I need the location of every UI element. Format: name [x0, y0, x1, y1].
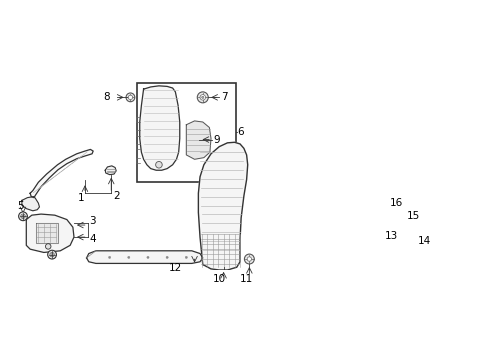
- Circle shape: [247, 257, 251, 261]
- Polygon shape: [87, 251, 203, 264]
- Polygon shape: [140, 86, 180, 170]
- Circle shape: [22, 215, 24, 217]
- Circle shape: [156, 162, 162, 168]
- Text: 15: 15: [407, 211, 420, 221]
- Circle shape: [166, 256, 168, 258]
- Polygon shape: [105, 166, 116, 175]
- Text: 13: 13: [385, 231, 398, 241]
- Circle shape: [126, 93, 135, 102]
- Circle shape: [48, 250, 56, 259]
- Circle shape: [404, 239, 408, 243]
- Text: 8: 8: [103, 93, 110, 102]
- Text: 2: 2: [113, 191, 120, 201]
- Text: 10: 10: [213, 274, 226, 284]
- Circle shape: [185, 256, 188, 258]
- Circle shape: [245, 254, 254, 264]
- Text: 14: 14: [417, 237, 431, 247]
- Polygon shape: [198, 142, 248, 270]
- Circle shape: [128, 95, 133, 100]
- Text: 7: 7: [221, 93, 227, 102]
- Polygon shape: [26, 214, 74, 252]
- Circle shape: [369, 199, 376, 207]
- Text: 16: 16: [390, 198, 403, 208]
- Polygon shape: [22, 197, 40, 211]
- Circle shape: [147, 256, 149, 258]
- Circle shape: [51, 253, 53, 256]
- Polygon shape: [36, 224, 57, 243]
- Circle shape: [402, 238, 409, 245]
- Circle shape: [202, 96, 204, 98]
- Text: 3: 3: [89, 216, 96, 226]
- Circle shape: [46, 244, 51, 249]
- Circle shape: [108, 256, 111, 258]
- Bar: [137, 82, 236, 182]
- Circle shape: [50, 252, 54, 257]
- Circle shape: [21, 214, 25, 219]
- Circle shape: [200, 95, 205, 100]
- Text: 1: 1: [78, 193, 84, 203]
- Text: 4: 4: [89, 234, 96, 244]
- Polygon shape: [30, 149, 93, 198]
- Polygon shape: [186, 121, 211, 159]
- Circle shape: [371, 201, 374, 205]
- Text: 11: 11: [240, 274, 253, 284]
- Text: 9: 9: [214, 135, 220, 145]
- Text: 5: 5: [18, 201, 24, 211]
- Polygon shape: [362, 203, 397, 227]
- Text: 6: 6: [237, 127, 244, 137]
- Circle shape: [197, 92, 208, 103]
- Circle shape: [19, 212, 27, 221]
- Polygon shape: [328, 223, 371, 251]
- Circle shape: [128, 256, 130, 258]
- Text: 12: 12: [169, 263, 182, 273]
